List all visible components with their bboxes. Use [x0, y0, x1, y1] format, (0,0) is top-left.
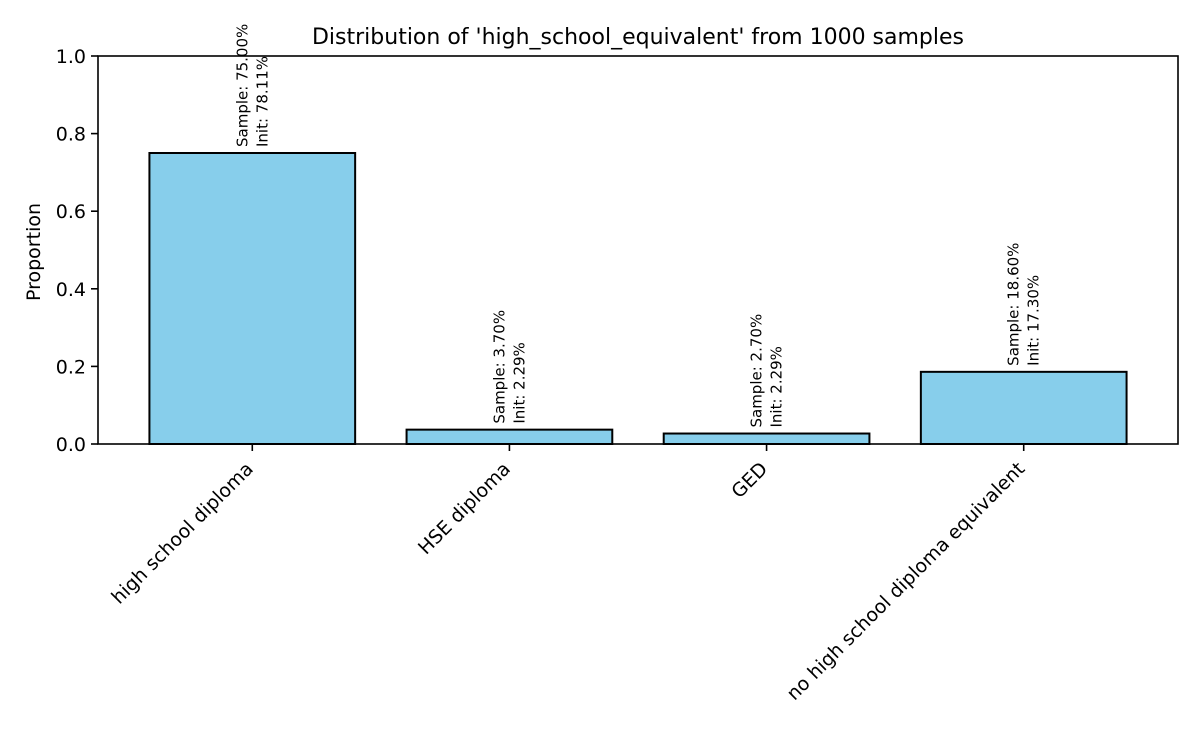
bar-1	[405, 428, 614, 446]
data-label-sample: Sample: 3.70%	[490, 310, 508, 424]
data-label-init: Init: 17.30%	[1025, 275, 1043, 366]
data-label-sample: Sample: 2.70%	[748, 314, 766, 428]
y-tick-label: 0.4	[56, 279, 86, 301]
data-label-sample: Sample: 18.60%	[1005, 243, 1023, 366]
plot-area: 0.0 0.2 0.4 0.6 0.8 1.0 high school diploma HSE…	[56, 24, 1179, 705]
data-label-init: Init: 78.11%	[253, 56, 271, 147]
x-tick-label: GED	[727, 458, 772, 503]
bar-2	[662, 432, 871, 445]
chart-title: Distribution of 'high_school_equivalent'…	[312, 25, 964, 50]
bar-0	[148, 152, 357, 445]
y-tick-label: 0.0	[56, 434, 86, 456]
bar-3	[919, 370, 1128, 445]
y-tick-label: 0.8	[56, 124, 86, 146]
x-tick-label: HSE diploma	[414, 458, 515, 559]
x-tick-label: no high school diploma equivalent	[782, 458, 1029, 705]
data-label-init: Init: 2.29%	[768, 346, 786, 427]
x-tick-label: high school diploma	[107, 458, 258, 609]
axes-frame	[97, 55, 1179, 445]
data-label-init: Init: 2.29%	[510, 342, 528, 423]
y-tick-label: 0.6	[56, 201, 86, 223]
y-tick-label: 0.2	[56, 356, 86, 378]
data-label-sample: Sample: 75.00%	[233, 24, 251, 147]
y-axis-label: Proportion	[23, 203, 45, 301]
y-tick-label: 1.0	[56, 46, 86, 68]
